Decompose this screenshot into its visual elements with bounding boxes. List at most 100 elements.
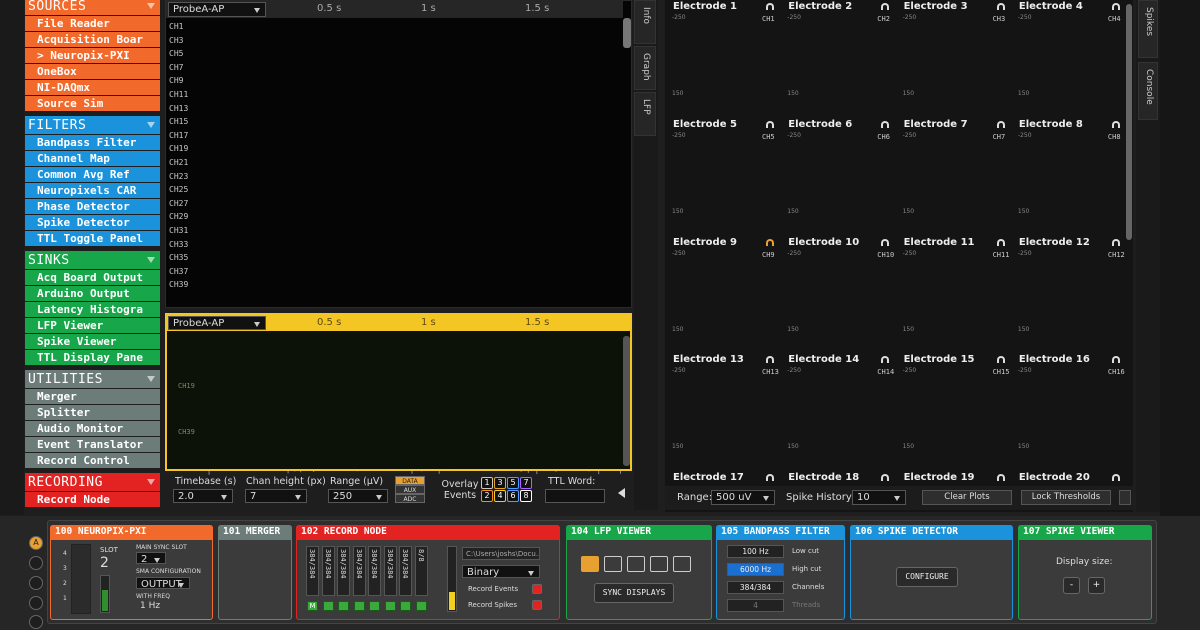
processor-header[interactable]: 105 BANDPASS FILTER	[716, 525, 845, 540]
control-select[interactable]: 7	[245, 489, 307, 503]
sidebar-item[interactable]: Record Node	[25, 492, 160, 507]
sidebar-item[interactable]: TTL Display Pane	[25, 350, 160, 365]
audio-icon[interactable]	[996, 120, 1005, 128]
sma-select[interactable]: OUTPUT	[136, 577, 190, 590]
record-toggle[interactable]	[400, 601, 411, 611]
filter-field[interactable]: 6000 Hz	[727, 563, 784, 576]
size-button[interactable]: +	[1088, 577, 1105, 594]
event-button[interactable]: 3	[494, 477, 506, 489]
layout-button[interactable]	[604, 556, 622, 572]
audio-icon[interactable]	[1111, 3, 1120, 10]
record-button[interactable]	[532, 584, 542, 594]
section-header[interactable]: FILTERS	[25, 116, 160, 134]
audio-icon[interactable]	[881, 3, 890, 10]
sync-select[interactable]: 2	[136, 552, 166, 565]
configure-button[interactable]: CONFIGURE	[896, 567, 958, 587]
stream-button[interactable]: ADC	[395, 494, 425, 503]
raster-probe-select[interactable]: ProbeA-AP	[168, 316, 266, 330]
sidebar-item[interactable]: > Neuropix-PXI	[25, 48, 160, 63]
sidebar-item[interactable]: Channel Map	[25, 151, 160, 166]
record-toggle[interactable]	[415, 601, 427, 611]
event-button[interactable]: 4	[494, 490, 506, 502]
footer-button[interactable]: Clear Plots	[922, 490, 1012, 505]
sidebar-item[interactable]: Splitter	[25, 405, 160, 420]
viewer-tab[interactable]: Graph	[634, 46, 656, 90]
layout-button[interactable]	[581, 556, 599, 572]
stream-button[interactable]: DATA	[395, 476, 425, 485]
viewer-tab[interactable]: Spikes	[1138, 0, 1158, 58]
footer-button[interactable]	[1119, 490, 1131, 505]
history-select[interactable]: 10	[852, 490, 906, 505]
path-field[interactable]: C:\Users\joshs\Docu...	[462, 547, 540, 560]
sidebar-item[interactable]: Latency Histogra	[25, 302, 160, 317]
audio-icon[interactable]	[996, 356, 1005, 364]
signal-chain-button[interactable]	[29, 576, 43, 590]
event-button[interactable]: 7	[520, 477, 532, 489]
audio-icon[interactable]	[1111, 238, 1120, 246]
audio-icon[interactable]	[881, 356, 890, 364]
processor-header[interactable]: 102 RECORD NODE	[296, 525, 560, 540]
control-select[interactable]: 250	[328, 489, 388, 503]
sidebar-item[interactable]: Acquisition Boar	[25, 32, 160, 47]
sidebar-item[interactable]: Audio Monitor	[25, 421, 160, 436]
filter-field[interactable]: 384/384	[727, 581, 784, 594]
sidebar-item[interactable]: Acq Board Output	[25, 270, 160, 285]
section-header[interactable]: UTILITIES	[25, 370, 160, 388]
control-select[interactable]: 2.0	[173, 489, 233, 503]
audio-icon[interactable]	[996, 3, 1005, 10]
main-toggle[interactable]: M	[307, 601, 318, 611]
sidebar-item[interactable]: Common Avg Ref	[25, 167, 160, 182]
record-toggle[interactable]	[384, 601, 396, 611]
audio-icon[interactable]	[766, 238, 774, 246]
audio-icon[interactable]	[881, 120, 890, 128]
record-toggle[interactable]	[369, 601, 380, 611]
viewer-tab[interactable]: LFP	[634, 92, 656, 136]
stream-button[interactable]: AUX	[395, 485, 425, 494]
sync-button[interactable]: SYNC DISPLAYS	[594, 583, 674, 603]
sidebar-item[interactable]: Event Translator	[25, 437, 160, 452]
audio-icon[interactable]	[766, 356, 774, 364]
sidebar-item[interactable]: OneBox	[25, 64, 160, 79]
audio-icon[interactable]	[1111, 474, 1120, 482]
sidebar-item[interactable]: Bandpass Filter	[25, 135, 160, 150]
sidebar-item[interactable]: Spike Viewer	[25, 334, 160, 349]
section-header[interactable]: RECORDING	[25, 473, 160, 491]
audio-icon[interactable]	[766, 120, 774, 128]
signal-chain-button[interactable]	[29, 615, 43, 629]
event-button[interactable]: 8	[520, 490, 532, 502]
processor-header[interactable]: 107 SPIKE VIEWER	[1018, 525, 1152, 540]
event-button[interactable]: 5	[507, 477, 519, 489]
record-button[interactable]	[532, 600, 542, 610]
section-header[interactable]: SINKS	[25, 251, 160, 269]
sidebar-item[interactable]: LFP Viewer	[25, 318, 160, 333]
event-button[interactable]: 1	[481, 477, 493, 489]
audio-icon[interactable]	[881, 474, 890, 482]
audio-icon[interactable]	[881, 238, 890, 246]
layout-button[interactable]	[650, 556, 668, 572]
audio-icon[interactable]	[996, 474, 1005, 482]
section-header[interactable]: SOURCES	[25, 0, 160, 15]
record-toggle[interactable]	[338, 601, 349, 611]
layout-button[interactable]	[627, 556, 645, 572]
signal-chain-button[interactable]	[29, 596, 43, 610]
size-button[interactable]: -	[1063, 577, 1080, 594]
processor-header[interactable]: 104 LFP VIEWER	[566, 525, 712, 540]
sidebar-item[interactable]: Arduino Output	[25, 286, 160, 301]
processor-header[interactable]: 106 SPIKE DETECTOR	[850, 525, 1013, 540]
event-button[interactable]: 2	[481, 490, 493, 502]
viewer-tab[interactable]: Console	[1138, 62, 1158, 120]
audio-icon[interactable]	[766, 3, 774, 10]
audio-icon[interactable]	[766, 474, 774, 482]
signal-chain-button[interactable]: A	[29, 536, 43, 550]
probe-select[interactable]: ProbeA-AP	[168, 2, 266, 17]
record-toggle[interactable]	[353, 601, 365, 611]
viewer-tab[interactable]: Info	[634, 0, 656, 44]
footer-button[interactable]: Lock Thresholds	[1021, 490, 1111, 505]
sidebar-item[interactable]: NI-DAQmx	[25, 80, 160, 95]
event-button[interactable]: 6	[507, 490, 519, 502]
sidebar-item[interactable]: Spike Detector	[25, 215, 160, 230]
sidebar-item[interactable]: Record Control	[25, 453, 160, 468]
filter-field[interactable]: 100 Hz	[727, 545, 784, 558]
record-toggle[interactable]	[322, 601, 334, 611]
processor-header[interactable]: 100 NEUROPIX-PXI	[50, 525, 213, 540]
